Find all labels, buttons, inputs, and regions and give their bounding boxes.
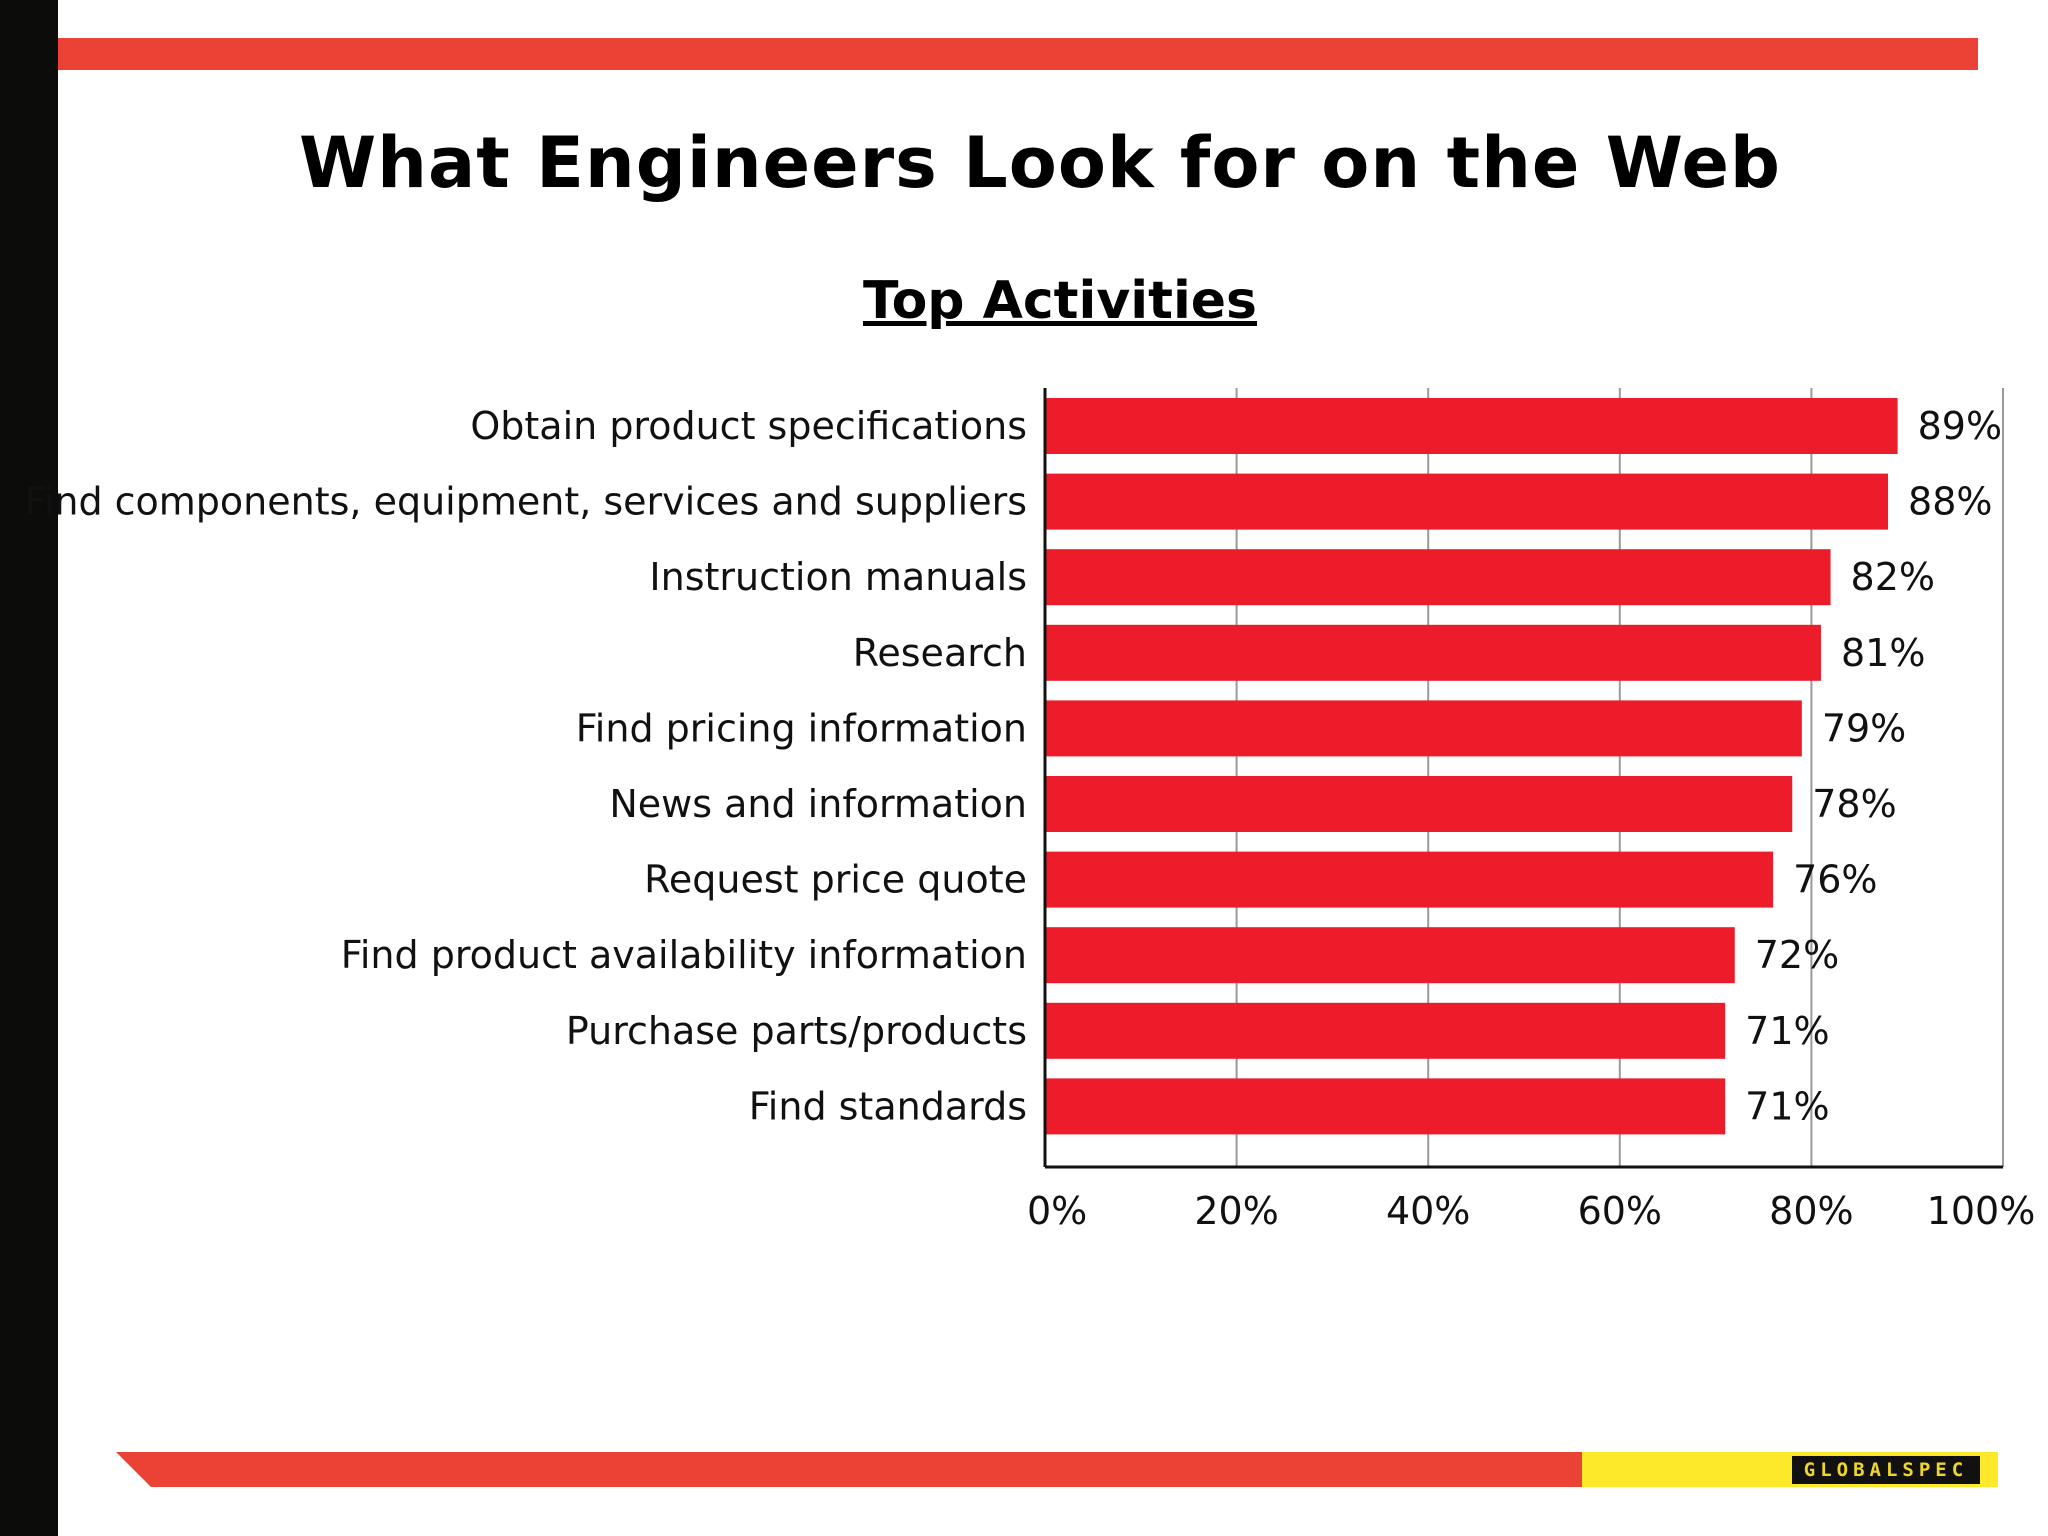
- bar: [1045, 700, 1802, 757]
- globalspec-logo: GLOBALSPEC: [1792, 1456, 1980, 1484]
- value-label: 82%: [1851, 555, 1935, 599]
- bar: [1045, 398, 1898, 454]
- category-label: Find standards: [749, 1084, 1027, 1128]
- top-accent-bar: [58, 38, 1978, 70]
- bar: [1045, 1078, 1726, 1135]
- value-label: 71%: [1745, 1009, 1829, 1053]
- category-label: Obtain product specifications: [470, 404, 1027, 448]
- value-label: 81%: [1841, 631, 1925, 675]
- bar: [1045, 927, 1735, 984]
- bar: [1045, 549, 1831, 606]
- value-label: 79%: [1822, 706, 1906, 750]
- bar: [1045, 473, 1889, 530]
- category-label: Request price quote: [644, 858, 1027, 902]
- x-tick-label: 0%: [1027, 1189, 1087, 1233]
- category-label: News and information: [609, 782, 1027, 826]
- value-label: 88%: [1908, 480, 1992, 524]
- bar: [1045, 1002, 1726, 1059]
- value-label: 71%: [1745, 1084, 1829, 1128]
- x-tick-label: 100%: [1927, 1189, 2036, 1233]
- page-title: What Engineers Look for on the Web: [298, 122, 1782, 204]
- bar: [1045, 776, 1793, 832]
- value-label: 72%: [1755, 933, 1839, 977]
- x-tick-label: 40%: [1386, 1189, 1470, 1233]
- chart-subtitle: Top Activities: [863, 271, 1257, 331]
- category-label: Instruction manuals: [649, 555, 1027, 599]
- category-label: Find product availability information: [341, 933, 1027, 977]
- value-label: 78%: [1812, 782, 1896, 826]
- category-label: Find components, equipment, services and…: [25, 480, 1027, 524]
- bar: [1045, 624, 1821, 681]
- category-label: Purchase parts/products: [566, 1009, 1027, 1053]
- bar: [1045, 851, 1774, 908]
- category-label: Find pricing information: [576, 706, 1027, 750]
- value-label: 76%: [1793, 858, 1877, 902]
- x-tick-label: 20%: [1194, 1189, 1278, 1233]
- value-label: 89%: [1918, 404, 2002, 448]
- bottom-accent-bar: [116, 1452, 1998, 1487]
- category-label: Research: [853, 631, 1027, 675]
- x-tick-label: 60%: [1578, 1189, 1662, 1233]
- left-band: [0, 0, 58, 1536]
- x-tick-label: 80%: [1769, 1189, 1853, 1233]
